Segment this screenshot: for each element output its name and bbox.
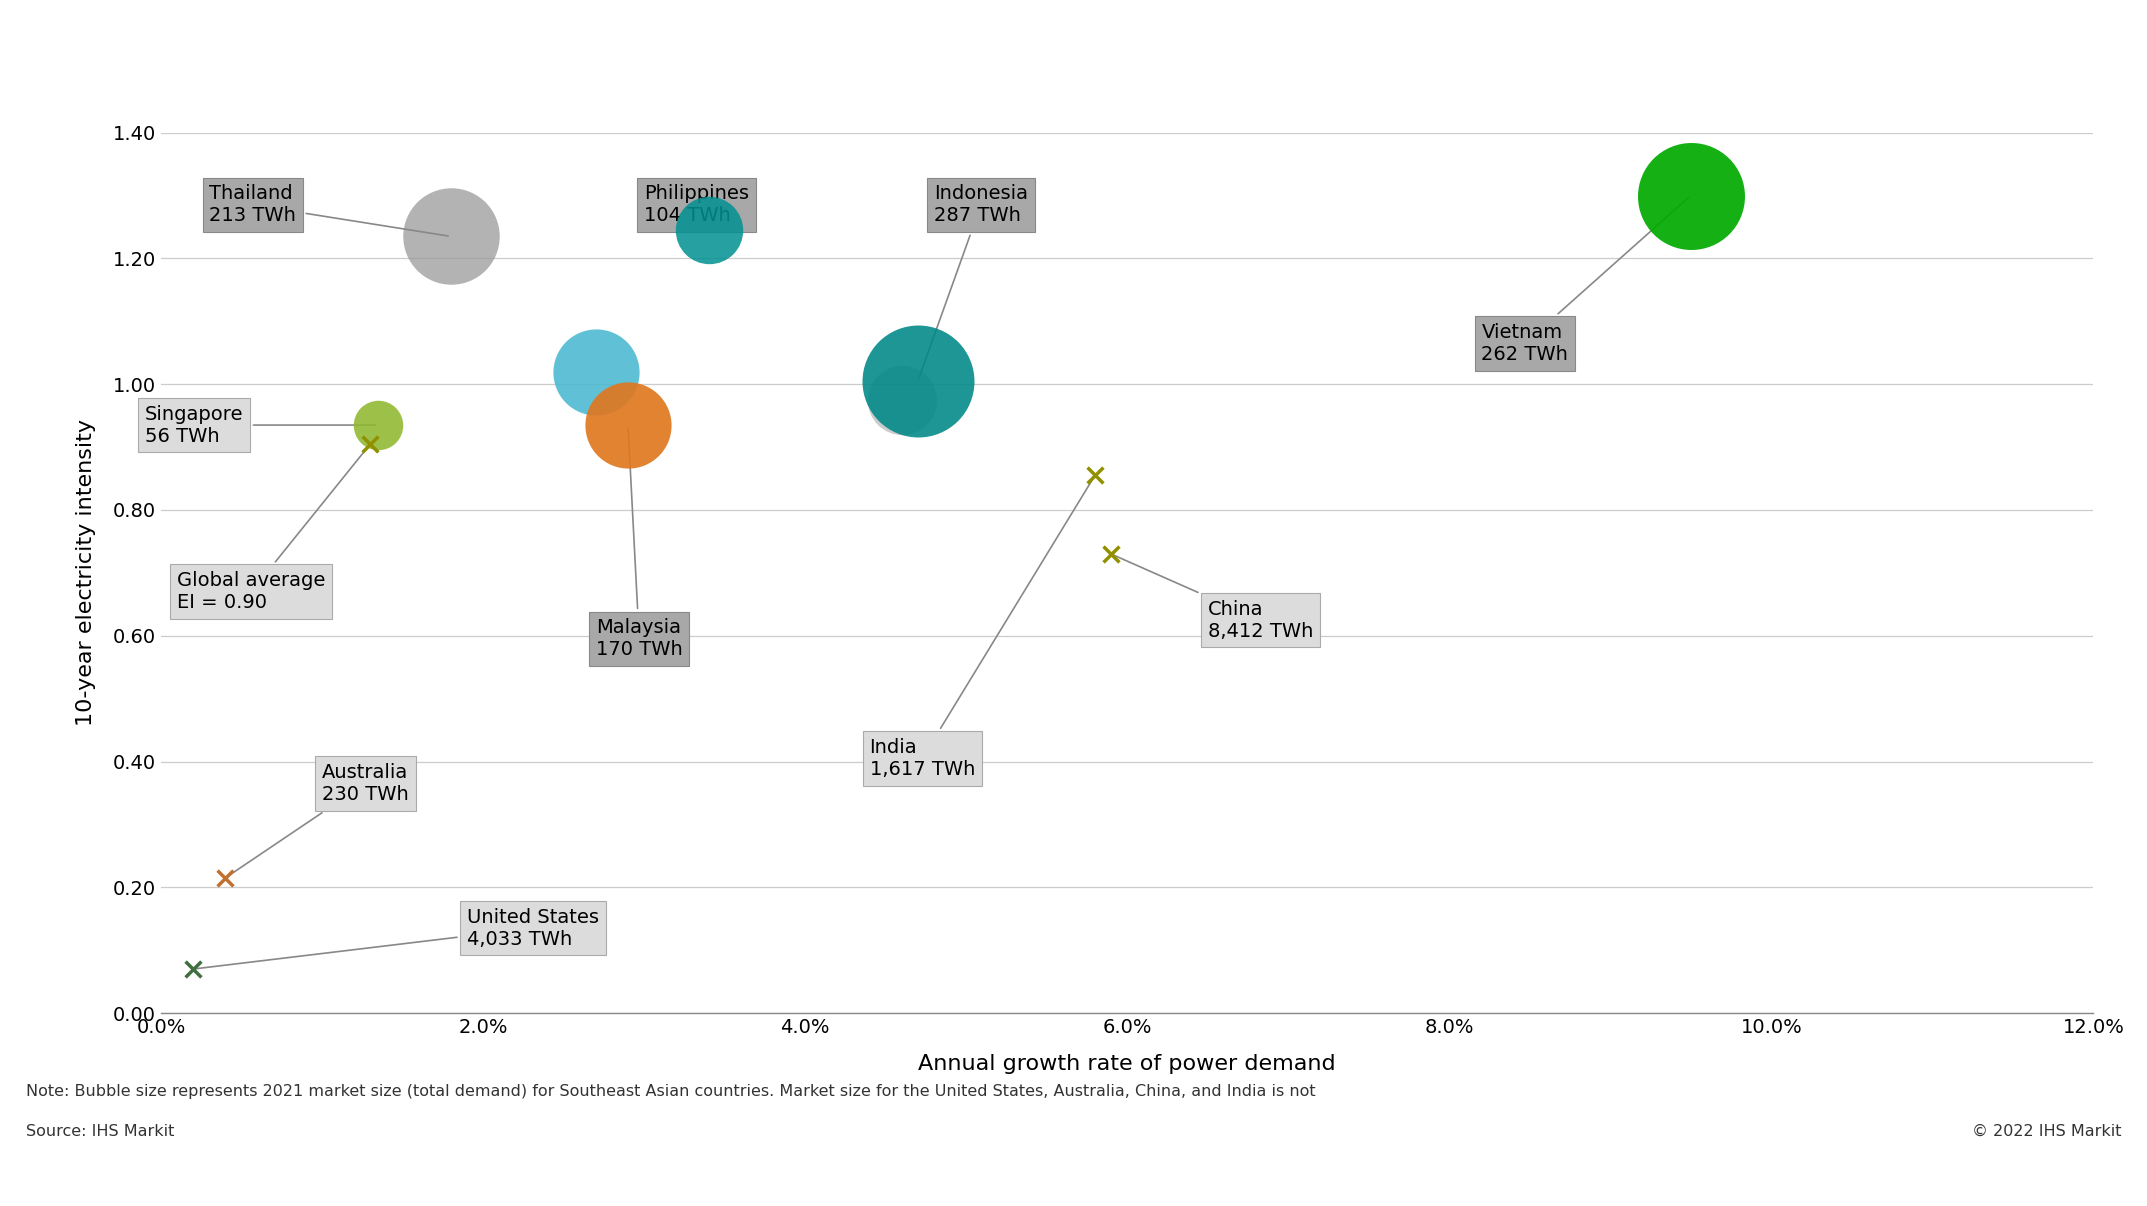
X-axis label: Annual growth rate of power demand: Annual growth rate of power demand: [919, 1054, 1335, 1073]
Text: Thailand
213 TWh: Thailand 213 TWh: [210, 185, 449, 236]
Text: Australia
230 TWh: Australia 230 TWh: [228, 763, 408, 877]
Text: United States
4,033 TWh: United States 4,033 TWh: [195, 908, 599, 968]
Point: [885, 391, 919, 410]
Text: Vietnam
262 TWh: Vietnam 262 TWh: [1481, 198, 1690, 364]
Y-axis label: 10-year electricity intensity: 10-year electricity intensity: [77, 420, 97, 726]
Point: [352, 434, 386, 453]
Point: [578, 362, 614, 381]
Point: [1675, 186, 1709, 205]
Text: Note: Bubble size represents 2021 market size (total demand) for Southeast Asian: Note: Bubble size represents 2021 market…: [26, 1084, 1316, 1099]
Point: [1093, 544, 1129, 563]
Text: Global average
EI = 0.90: Global average EI = 0.90: [176, 446, 369, 613]
Point: [900, 371, 934, 391]
Text: © 2022 IHS Markit: © 2022 IHS Markit: [1971, 1124, 2121, 1138]
Text: Philippines
104 TWh: Philippines 104 TWh: [644, 185, 749, 228]
Point: [361, 415, 395, 434]
Point: [691, 221, 726, 240]
Point: [1078, 466, 1112, 485]
Text: India
1,617 TWh: India 1,617 TWh: [870, 478, 1093, 779]
Text: Indonesia
287 TWh: Indonesia 287 TWh: [919, 185, 1028, 379]
Text: Historical 10-year electricity intensity (2012–21): Historical 10-year electricity intensity…: [21, 37, 895, 69]
Text: Singapore
56 TWh: Singapore 56 TWh: [146, 404, 376, 445]
Point: [176, 960, 210, 979]
Text: Source: IHS Markit: Source: IHS Markit: [26, 1124, 174, 1138]
Point: [610, 415, 644, 434]
Text: China
8,412 TWh: China 8,412 TWh: [1114, 555, 1314, 640]
Text: Malaysia
170 TWh: Malaysia 170 TWh: [595, 428, 683, 660]
Point: [434, 227, 468, 246]
Point: [208, 868, 243, 888]
